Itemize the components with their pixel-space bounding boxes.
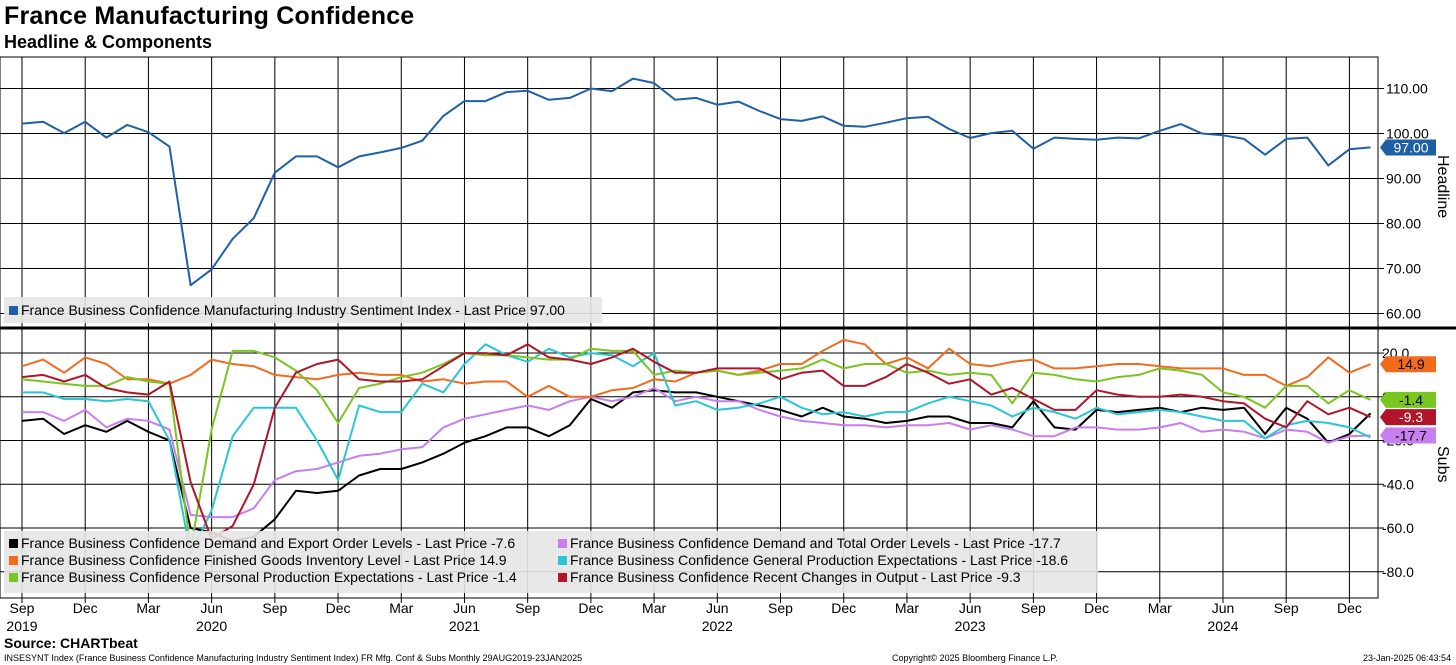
label-layer: 97.00 -17.7 14.9 -1.4-9.3: [1380, 139, 1436, 444]
x-year-label: 2019: [6, 618, 37, 634]
last-value-tag-text: 14.9: [1397, 356, 1424, 372]
timestamp: 23-Jan-2025 06:43:54: [1363, 653, 1452, 663]
bottom-legend-text: France Business Confidence Demand and To…: [570, 535, 1061, 551]
x-year-label: 2022: [702, 618, 733, 634]
bottom-legend-swatch: [558, 556, 567, 565]
last-value-tag-text: -9.3: [1399, 409, 1423, 425]
last-value-tag-personal_production: -1.4: [1380, 391, 1436, 408]
bottom-y-tick-label: -80.0: [1382, 564, 1414, 580]
last-value-tag-recent_output: -9.3: [1380, 409, 1436, 426]
bottom-legend-swatch: [9, 573, 18, 582]
x-month-label: Sep: [10, 600, 35, 616]
x-month-label: Mar: [1148, 600, 1172, 616]
source-note: Source: CHARTbeat: [4, 635, 138, 651]
last-value-tag-box: [1380, 409, 1436, 426]
x-month-label: Jun: [453, 600, 476, 616]
copyright-note: Copyright© 2025 Bloomberg Finance L.P.: [892, 653, 1058, 663]
last-value-tag-demand_total: -17.7: [1380, 427, 1436, 444]
top-y-tick-label: 60.00: [1386, 306, 1421, 322]
series-description: INSESYNT Index (France Business Confiden…: [4, 653, 583, 663]
top-y-tick-label: 90.00: [1386, 171, 1421, 187]
top-axis-title: Headline: [1434, 155, 1451, 218]
x-month-label: Sep: [262, 600, 287, 616]
bottom-legend-text: France Business Confidence Personal Prod…: [21, 569, 517, 585]
bottom-legend-text: France Business Confidence Demand and Ex…: [21, 535, 515, 551]
bottom-legend-swatch: [9, 556, 18, 565]
top-legend-text: France Business Confidence Manufacturing…: [21, 302, 565, 318]
x-month-label: Mar: [895, 600, 919, 616]
last-value-tag-text: -1.4: [1399, 392, 1423, 408]
top-legend: France Business Confidence Manufacturing…: [4, 297, 602, 323]
x-month-label: Sep: [1274, 600, 1299, 616]
top-y-tick-label: 110.00: [1386, 81, 1428, 97]
chart-title: France Manufacturing Confidence: [4, 2, 415, 30]
x-year-label: 2024: [1207, 618, 1238, 634]
bottom-legend-swatch: [558, 573, 567, 582]
last-value-tag-headline: 97.00: [1380, 139, 1436, 156]
bottom-y-tick-label: -60.0: [1382, 520, 1414, 536]
bottom-axis-title: Subs: [1434, 446, 1451, 482]
x-year-label: 2020: [196, 618, 227, 634]
last-value-tag-box: [1380, 356, 1436, 373]
x-month-label: Sep: [768, 600, 793, 616]
x-year-label: 2021: [449, 618, 480, 634]
bottom-legend-text: France Business Confidence Finished Good…: [21, 552, 507, 568]
last-value-tag-finished_goods: 14.9: [1380, 356, 1436, 373]
grid-layer: [0, 56, 1456, 599]
x-month-label: Dec: [831, 600, 856, 616]
x-month-label: Jun: [959, 600, 982, 616]
series-line-demand_total: [22, 387, 1371, 519]
x-month-label: Dec: [1084, 600, 1109, 616]
series-line-recent_output: [21, 343, 1371, 540]
series-line-headline: [21, 77, 1371, 287]
x-month-label: Jun: [200, 600, 223, 616]
top-legend-box: [4, 297, 602, 323]
series-line-personal_production: [21, 347, 1371, 551]
legend-layer: France Business Confidence Manufacturing…: [4, 297, 1098, 593]
bottom-legend-text: France Business Confidence Recent Change…: [570, 569, 1021, 585]
top-y-tick-label: 80.00: [1386, 216, 1421, 232]
x-month-label: Jun: [1212, 600, 1235, 616]
x-month-label: Mar: [642, 600, 666, 616]
top-legend-swatch: [9, 306, 18, 315]
x-month-label: Dec: [73, 600, 98, 616]
chart-subtitle: Headline & Components: [4, 32, 213, 52]
x-month-label: Sep: [1021, 600, 1046, 616]
last-value-tag-text: -17.7: [1395, 428, 1427, 444]
x-month-label: Mar: [136, 600, 160, 616]
x-month-label: Dec: [326, 600, 351, 616]
axis-layer: 60.00 70.00 80.00 90.00 100.00 110.00 -80.0 -60…: [6, 57, 1451, 634]
bottom-legend-box: [4, 531, 1098, 593]
x-month-label: Mar: [389, 600, 413, 616]
top-y-tick-label: 100.00: [1386, 126, 1429, 142]
bottom-legend-swatch: [9, 539, 18, 548]
bottom-legend: France Business Confidence Demand and Ex…: [4, 531, 1098, 593]
last-value-tag-box: [1380, 427, 1436, 444]
last-value-tag-box: [1380, 391, 1436, 408]
x-month-label: Dec: [578, 600, 603, 616]
bottom-y-tick-label: -40.0: [1382, 476, 1414, 492]
bottom-legend-swatch: [558, 539, 567, 548]
bottom-legend-text: France Business Confidence General Produ…: [570, 552, 1068, 568]
last-value-tag-box: [1380, 139, 1436, 156]
x-month-label: Sep: [515, 600, 540, 616]
top-panel-frame: [0, 56, 1379, 328]
last-value-tag-text: 97.00: [1393, 139, 1428, 155]
series-line-general_production: [22, 343, 1371, 556]
x-year-label: 2023: [955, 618, 986, 634]
x-month-label: Dec: [1337, 600, 1362, 616]
x-month-label: Jun: [706, 600, 729, 616]
top-y-tick-label: 70.00: [1386, 261, 1421, 277]
